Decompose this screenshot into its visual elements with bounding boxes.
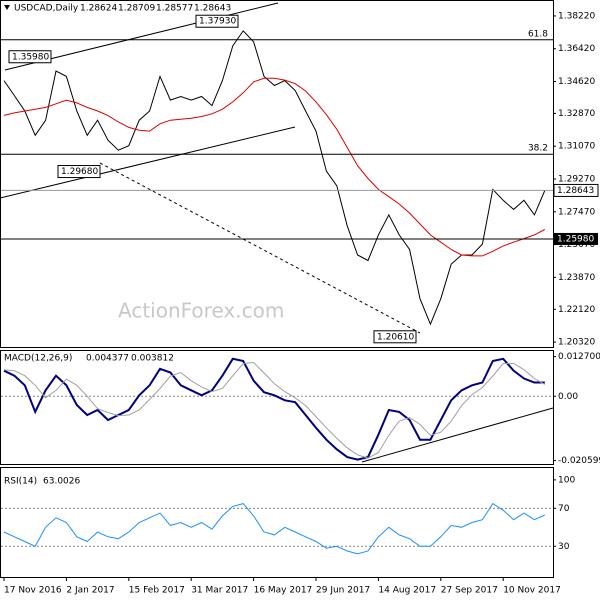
macd-panel [0,350,554,465]
annotation-label: 1.35980 [12,52,49,62]
y-tick-label: 1.36420 [558,44,595,54]
y-tick-label: 1.29270 [558,175,595,185]
chart-title: USDCAD,Daily [14,4,79,14]
level-label: 1.25980 [557,234,594,244]
y-tick-label: 1.31070 [558,142,595,152]
annotation-label: 1.29680 [61,167,98,177]
readout: 1.28709 [118,4,155,14]
readout: 0.003812 [131,354,174,364]
y-tick-label: 1.32870 [558,109,595,119]
y-tick-label: 30 [558,542,570,552]
x-tick-label: 16 May 2017 [254,586,313,596]
x-tick-label: 27 Sep 2017 [441,586,498,596]
y-tick-label: -0.020599 [558,456,600,466]
price-panel [0,0,554,348]
readout: 1.28577 [156,4,193,14]
series-line [3,357,545,461]
readout: 1.28643 [194,4,231,14]
level-box [554,232,598,245]
series-line [3,502,546,555]
x-tick-label: 14 Aug 2017 [378,586,436,596]
annotation-label: 1.37930 [199,17,236,27]
annotation-box [57,165,101,179]
readout: 63.0026 [43,477,80,487]
y-tick-label: 0.012700 [558,352,600,362]
level-label: 38.2 [528,144,548,154]
price-box [553,183,599,197]
annotation-box [373,330,417,344]
y-tick-label: 70 [558,504,570,514]
annotation-label: 1.20610 [377,332,414,342]
x-tick-label: 15 Feb 2017 [129,586,185,596]
x-tick-label: 29 Jun 2017 [316,586,370,596]
annotation-box [8,50,52,64]
macd-trend-line [361,407,554,463]
rsi-panel [0,467,554,578]
watermark: ActionForex.com [118,299,284,323]
readout: 1.28624 [80,4,117,14]
x-tick-label: 2 Jan 2017 [66,586,114,596]
series-line [3,77,546,257]
price-label: 1.28643 [557,186,594,196]
y-tick-label: 1.34620 [558,77,595,87]
rsi-title: RSI(14) [4,477,37,487]
annotation-box [195,14,239,28]
level-label: 61.8 [528,29,548,39]
y-tick-label: 1.20320 [558,338,595,348]
x-tick-label: 31 Mar 2017 [191,586,248,596]
menu-arrow [4,5,10,10]
y-tick-label: 1.27470 [558,207,595,217]
y-tick-label: 1.25670 [558,240,595,250]
series-line [3,30,546,326]
readout: 0.004377 [86,354,129,364]
series-line [3,361,546,459]
y-tick-label: 1.38220 [558,11,595,21]
x-tick-label: 17 Nov 2016 [4,586,62,596]
y-tick-label: 0.00 [558,392,578,402]
trend-line [99,162,421,334]
x-tick-label: 10 Nov 2017 [503,586,561,596]
y-tick-label: 100 [558,475,575,485]
y-tick-label: 1.23870 [558,273,595,283]
macd-title: MACD(12,26,9) [4,354,72,364]
channel-bottom [0,126,296,199]
y-tick-label: 1.22120 [558,305,595,315]
